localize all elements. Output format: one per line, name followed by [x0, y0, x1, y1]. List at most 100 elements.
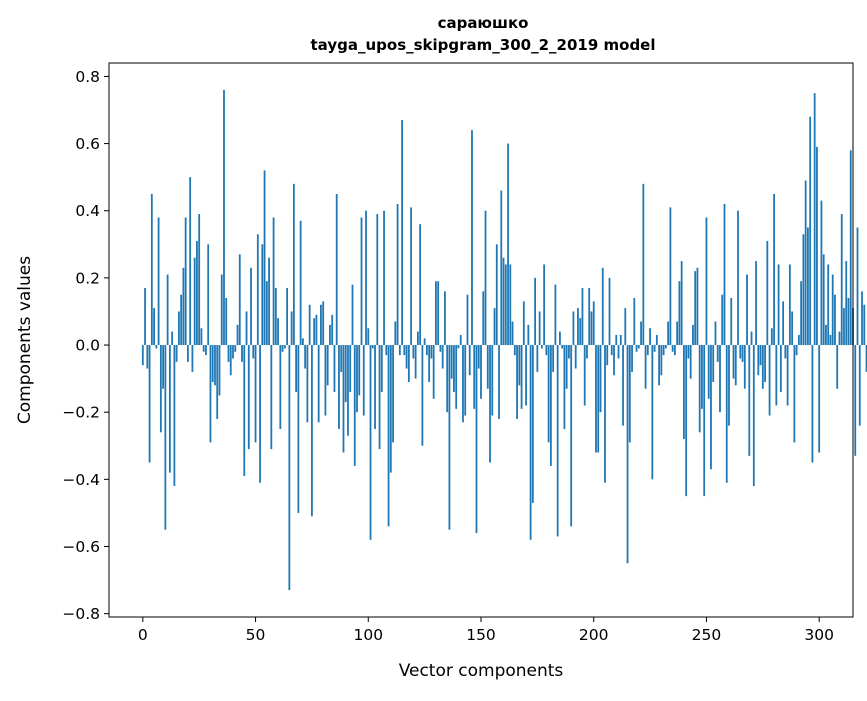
chart-title-line1: сараюшко: [438, 14, 529, 32]
bar: [502, 257, 505, 346]
bar: [243, 345, 246, 476]
bar: [617, 345, 620, 359]
bar: [286, 287, 289, 346]
bar: [601, 267, 604, 346]
bar: [437, 281, 440, 346]
bar: [214, 345, 216, 386]
x-tick-label: 0: [138, 626, 148, 644]
bar: [527, 324, 530, 346]
bar: [802, 234, 805, 346]
bar: [459, 334, 462, 346]
bar: [703, 345, 706, 497]
bar: [676, 321, 679, 346]
plot-frame: [108, 62, 854, 618]
bar: [683, 345, 685, 440]
bar: [743, 345, 746, 389]
bar: [356, 345, 358, 413]
bar: [689, 345, 692, 379]
bar: [376, 214, 379, 346]
bar: [660, 345, 663, 376]
bar: [311, 345, 313, 517]
bar: [764, 345, 766, 382]
x-tick-label: 150: [466, 626, 496, 644]
bar: [234, 345, 237, 352]
bar: [804, 180, 807, 346]
bar: [631, 345, 633, 372]
bar: [200, 328, 203, 346]
bar: [809, 116, 812, 346]
bar: [531, 345, 534, 503]
bar: [761, 345, 764, 389]
bar: [378, 345, 381, 450]
bar: [272, 217, 275, 346]
bar: [326, 345, 329, 386]
bar: [292, 183, 295, 346]
bar: [849, 150, 852, 346]
bar: [159, 345, 162, 433]
bar: [209, 345, 212, 443]
bar: [180, 294, 183, 346]
bar: [615, 334, 618, 346]
bar: [313, 318, 316, 346]
bar: [254, 345, 257, 443]
bar: [281, 345, 284, 352]
bar: [667, 321, 670, 346]
bar: [559, 331, 561, 346]
bar: [493, 308, 496, 346]
y-tick-label: 0.2: [75, 269, 100, 287]
bar: [543, 264, 546, 346]
x-tick-label: 300: [804, 626, 834, 644]
bar: [444, 291, 446, 346]
bar: [270, 345, 273, 450]
bar: [626, 345, 629, 564]
bar: [565, 345, 568, 389]
bar: [484, 210, 487, 346]
bar: [534, 277, 537, 346]
bar: [380, 345, 383, 393]
bar: [450, 345, 453, 379]
bar: [259, 345, 261, 483]
bar: [797, 334, 800, 346]
bar: [236, 324, 239, 346]
bar: [597, 345, 600, 453]
bar: [297, 345, 300, 513]
bar: [173, 345, 176, 487]
x-tick-label: 50: [246, 626, 266, 644]
bar: [840, 214, 843, 346]
bar: [196, 240, 198, 346]
bar: [822, 254, 825, 346]
bar: [570, 345, 573, 527]
bar: [788, 264, 791, 346]
bar: [511, 321, 514, 346]
bar: [834, 294, 836, 346]
bar: [225, 298, 228, 346]
bar: [480, 345, 482, 399]
bar: [245, 311, 248, 346]
bar: [462, 345, 464, 423]
bar: [464, 345, 467, 416]
bar: [283, 345, 286, 349]
bar: [782, 301, 785, 346]
bar: [144, 287, 146, 346]
bars: [141, 89, 867, 591]
bar: [498, 345, 500, 419]
bar: [568, 345, 570, 359]
bar: [441, 345, 444, 369]
bar: [369, 345, 372, 540]
bar: [164, 345, 167, 530]
bar: [714, 321, 717, 346]
bar: [755, 261, 757, 346]
bar: [446, 345, 449, 413]
bar: [680, 261, 683, 346]
bar: [288, 345, 291, 591]
bar: [741, 345, 744, 362]
bar: [556, 345, 559, 537]
bar: [466, 294, 469, 346]
bar: [448, 345, 451, 530]
bar: [247, 345, 250, 450]
bar: [791, 311, 794, 346]
bar: [646, 345, 649, 356]
bar: [795, 345, 798, 356]
bar: [439, 345, 442, 352]
